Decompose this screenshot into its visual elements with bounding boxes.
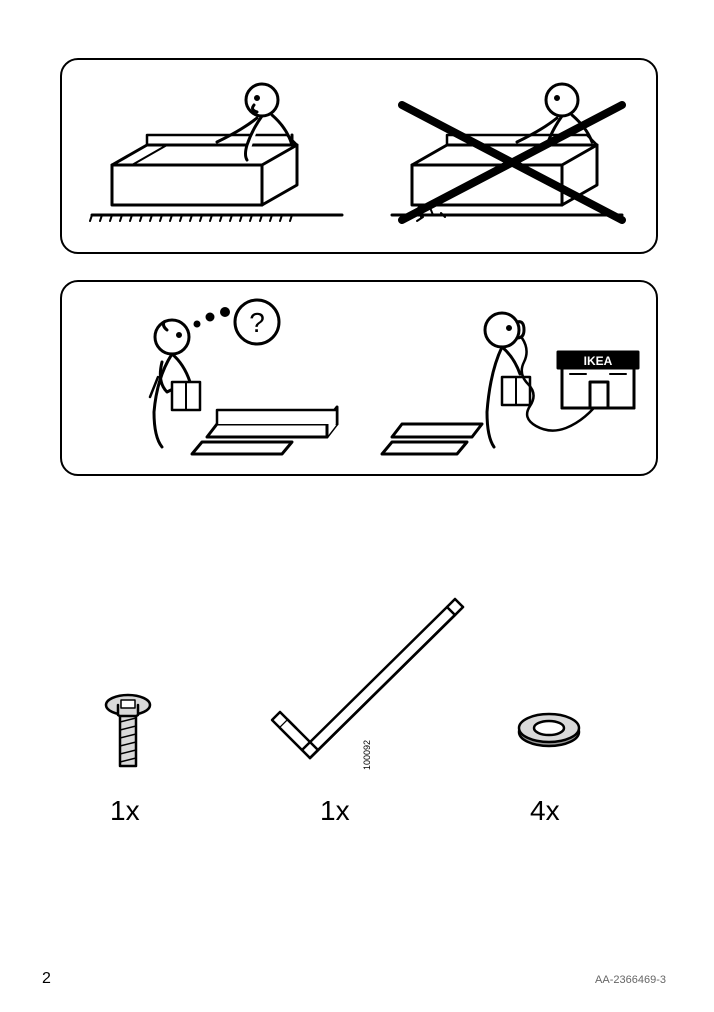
- ikea-store-label: IKEA: [584, 354, 613, 368]
- part-screw: [106, 695, 150, 766]
- panel-top-illustration: [62, 60, 656, 252]
- panel-help: ? IKEA: [60, 280, 658, 476]
- instruction-page: ? IKEA: [0, 0, 714, 1012]
- panel-middle-illustration: ? IKEA: [62, 282, 656, 474]
- part-allen-key: [272, 599, 463, 758]
- panel-assembly-surface: [60, 58, 658, 254]
- page-number: 2: [42, 970, 51, 988]
- qty-screw: 1x: [110, 795, 140, 827]
- qty-allen-key: 1x: [320, 795, 350, 827]
- hardware-illustration: [0, 540, 714, 840]
- allen-key-part-number: 100092: [362, 740, 372, 770]
- question-mark: ?: [249, 307, 265, 338]
- document-code: AA-2366469-3: [595, 974, 666, 986]
- part-washer: [519, 714, 579, 746]
- qty-washer: 4x: [530, 795, 560, 827]
